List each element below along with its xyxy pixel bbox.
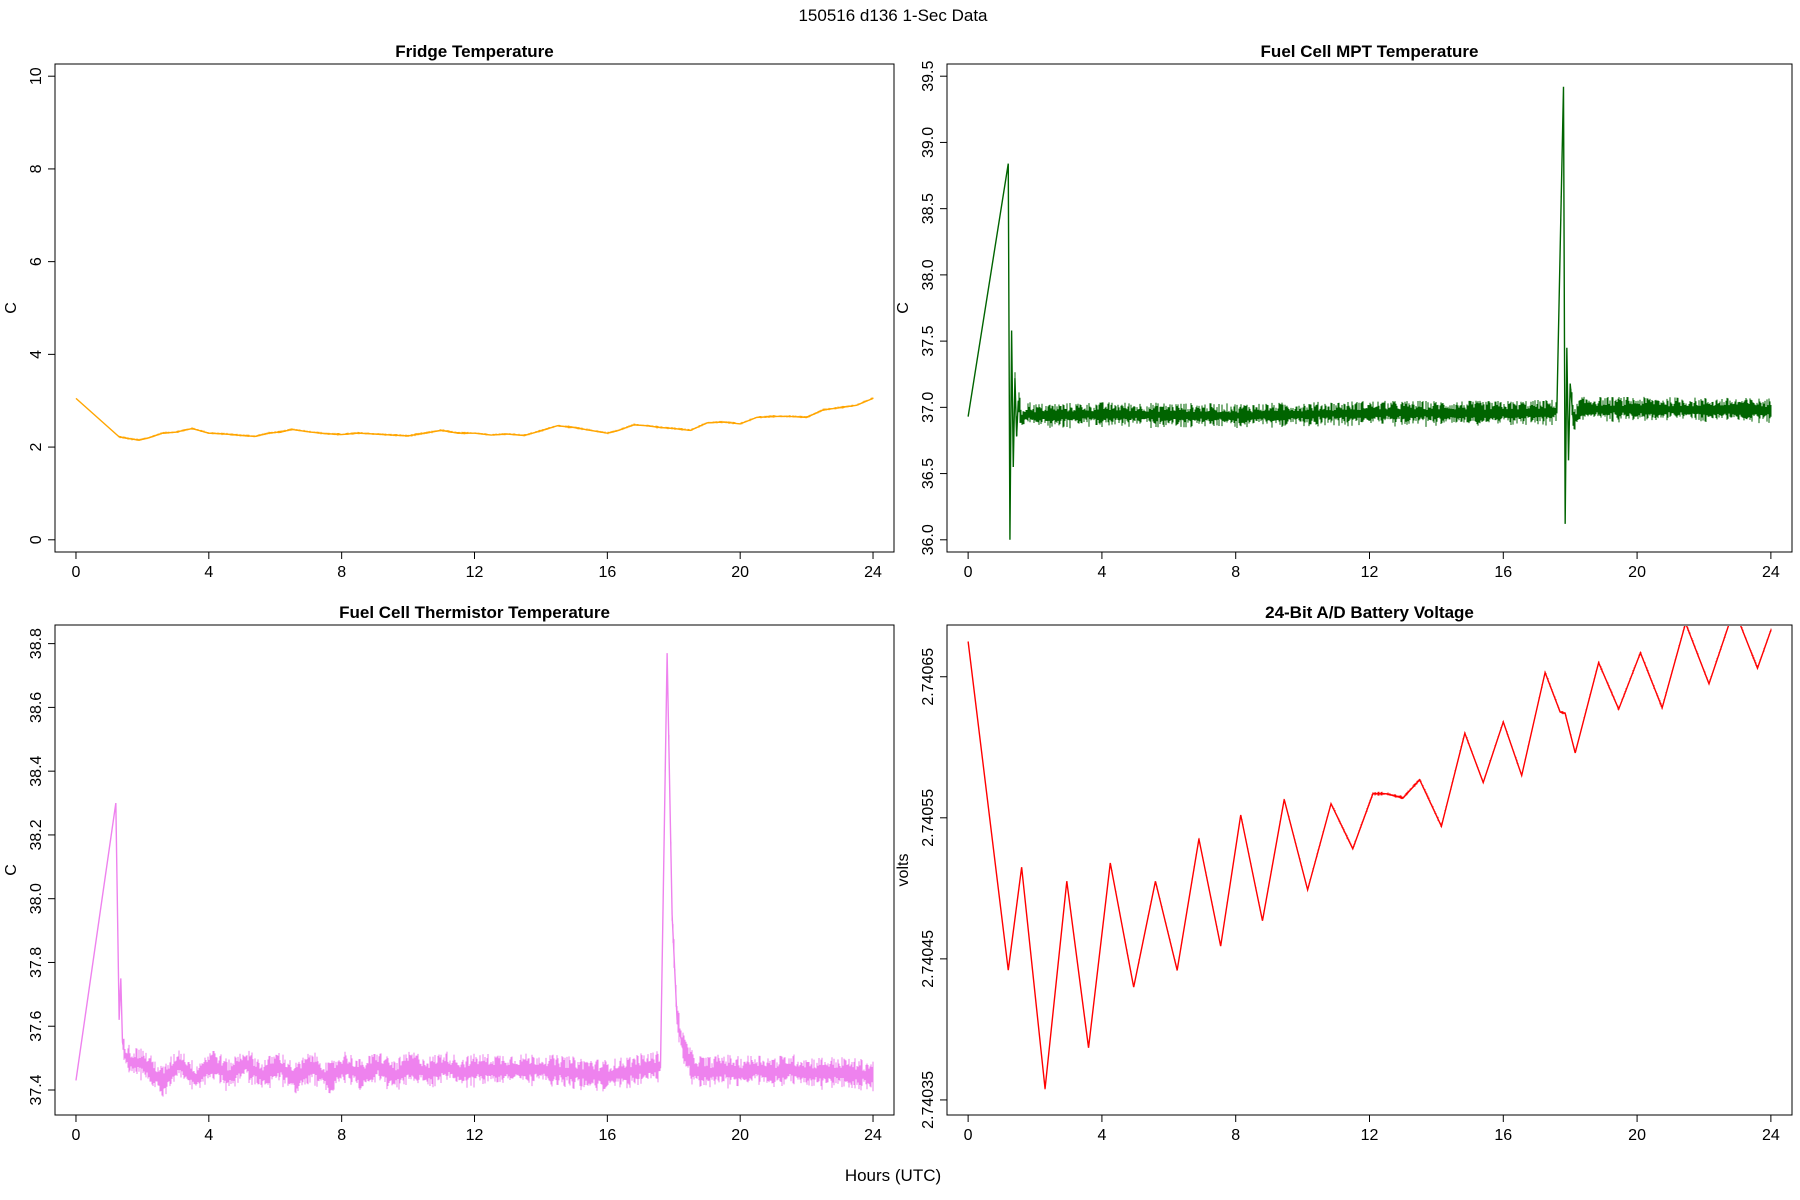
series-noise (1011, 103, 1772, 492)
x-tick-label: 8 (337, 564, 346, 581)
y-tick-label: 2 (28, 443, 45, 452)
panel-title: 24-Bit A/D Battery Voltage (1265, 603, 1474, 622)
y-tick-label: 2.74065 (920, 648, 937, 706)
y-tick-label: 37.5 (920, 325, 937, 356)
x-tick-label: 24 (1762, 564, 1780, 581)
plot-frame (946, 63, 1793, 553)
x-tick-label: 0 (72, 1127, 81, 1144)
y-tick-label: 8 (28, 164, 45, 173)
series-line (75, 653, 874, 1085)
y-tick-label: 39.0 (920, 127, 937, 158)
y-tick-label: 10 (28, 67, 45, 85)
x-tick-label: 16 (598, 564, 616, 581)
y-tick-label: 0 (28, 535, 45, 544)
y-tick-label: 39.5 (920, 61, 937, 92)
x-tick-label: 16 (1494, 1127, 1512, 1144)
x-tick-label: 8 (337, 1127, 346, 1144)
series-noise (118, 654, 874, 1097)
panel-fuel-cell-thermistor-temperature: Fuel Cell Thermistor Temperature C 0 4 8 12 16… (3, 603, 895, 1144)
x-tick-label: 20 (1628, 564, 1646, 581)
x-tick-label: 4 (1097, 1127, 1106, 1144)
figure-suptitle: 150516 d136 1-Sec Data (798, 6, 988, 25)
x-tick-label: 8 (1231, 1127, 1240, 1144)
x-tick-label: 24 (864, 564, 882, 581)
y-tick-label: 37.4 (28, 1074, 45, 1105)
y-tick-label: 2.74035 (920, 1071, 937, 1129)
plot-frame (54, 63, 895, 553)
y-tick-label: 38.2 (28, 819, 45, 850)
panel-title: Fuel Cell Thermistor Temperature (339, 603, 610, 622)
x-tick-label: 0 (964, 1127, 973, 1144)
panel-fuel-cell-mpt-temperature: Fuel Cell MPT Temperature C 0 4 8 12 16 20 24 36.… (895, 42, 1793, 581)
y-axis-label: volts (895, 854, 912, 887)
x-tick-label: 12 (1361, 1127, 1379, 1144)
series-line (967, 86, 1771, 540)
x-tick-label: 12 (466, 564, 484, 581)
y-tick-label: 2.74055 (920, 789, 937, 847)
x-tick-label: 20 (1628, 1127, 1646, 1144)
x-tick-label: 12 (466, 1127, 484, 1144)
x-tick-label: 16 (598, 1127, 616, 1144)
x-tick-label: 12 (1361, 564, 1379, 581)
y-tick-label: 37.6 (28, 1011, 45, 1042)
y-tick-label: 38.0 (920, 259, 937, 290)
series-noise (1011, 626, 1772, 1090)
y-tick-label: 38.0 (28, 883, 45, 914)
series-line (967, 626, 1772, 1089)
y-tick-label: 38.5 (920, 193, 937, 224)
y-axis-label: C (895, 302, 912, 314)
plot-frame (54, 624, 895, 1116)
y-tick-label: 36.5 (920, 458, 937, 489)
x-tick-label: 16 (1494, 564, 1512, 581)
x-tick-label: 24 (864, 1127, 882, 1144)
panel-title: Fridge Temperature (395, 42, 553, 61)
x-tick-label: 20 (731, 564, 749, 581)
y-tick-label: 37.8 (28, 947, 45, 978)
series-noise (118, 397, 874, 441)
y-tick-label: 38.8 (28, 628, 45, 659)
x-tick-label: 0 (964, 564, 973, 581)
figure-xlabel: Hours (UTC) (845, 1166, 941, 1185)
y-tick-label: 4 (28, 350, 45, 359)
x-tick-label: 24 (1762, 1127, 1780, 1144)
y-tick-label: 38.6 (28, 692, 45, 723)
x-tick-label: 20 (731, 1127, 749, 1144)
x-tick-label: 4 (204, 1127, 213, 1144)
x-tick-label: 0 (72, 564, 81, 581)
x-tick-label: 4 (1097, 564, 1106, 581)
y-axis-label: C (3, 864, 20, 876)
x-tick-label: 8 (1231, 564, 1240, 581)
y-tick-label: 38.4 (28, 755, 45, 786)
panel-battery-voltage: 24-Bit A/D Battery Voltage volts 0 4 8 12 16 20… (895, 603, 1793, 1144)
y-tick-label: 36.0 (920, 524, 937, 555)
y-tick-label: 2.74045 (920, 930, 937, 988)
panel-title: Fuel Cell MPT Temperature (1261, 42, 1479, 61)
y-tick-label: 37.0 (920, 392, 937, 423)
y-tick-label: 6 (28, 257, 45, 266)
y-axis-label: C (3, 302, 20, 314)
x-tick-label: 4 (204, 564, 213, 581)
